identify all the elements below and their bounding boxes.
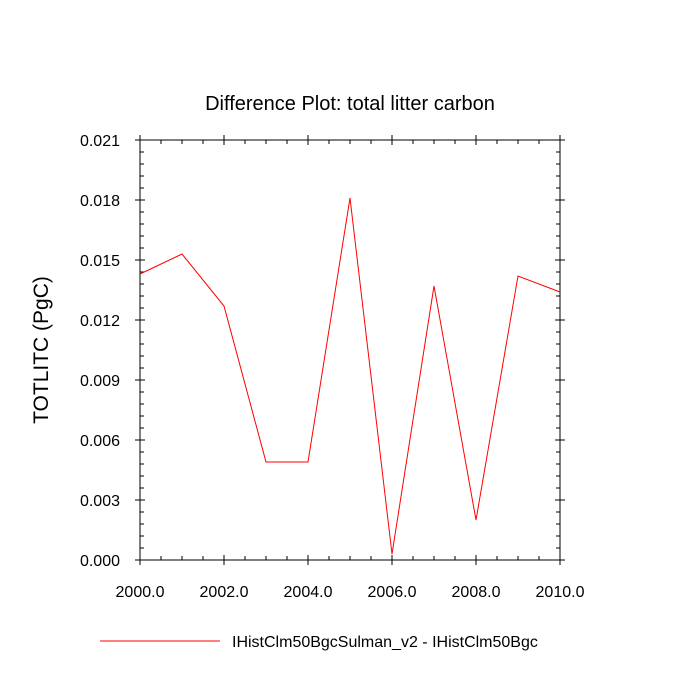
y-tick-label: 0.009	[80, 373, 120, 390]
y-axis-label: TOTLITC (PgC)	[30, 276, 53, 424]
x-tick-label: 2010.0	[536, 584, 585, 601]
series-layer	[139, 197, 561, 555]
x-tick-label: 2002.0	[200, 584, 249, 601]
y-tick-label: 0.015	[80, 253, 120, 270]
major-ticks	[135, 135, 565, 565]
y-tick-label: 0.006	[80, 433, 120, 450]
minor-ticks	[140, 140, 560, 560]
plot-frame	[139, 139, 561, 561]
x-tick-label: 2004.0	[284, 584, 333, 601]
y-tick-label: 0.018	[80, 193, 120, 210]
x-tick-label: 2008.0	[452, 584, 501, 601]
legend: IHistClm50BgcSulman_v2 - IHistClm50Bgc	[100, 634, 538, 651]
x-tick-label: 2006.0	[368, 584, 417, 601]
chart-title: Difference Plot: total litter carbon	[205, 93, 495, 115]
y-tick-label: 0.003	[80, 493, 120, 510]
series-line	[139, 197, 561, 555]
y-tick-label: 0.021	[80, 133, 120, 150]
x-tick-label: 2000.0	[116, 584, 165, 601]
y-tick-label: 0.000	[80, 553, 120, 570]
y-tick-labels: 0.000 0.003 0.006 0.009 0.012 0.015 0.018 0.021	[80, 133, 120, 570]
y-tick-label: 0.012	[80, 313, 120, 330]
x-tick-labels: 2000.0 2002.0 2004.0 2006.0 2008.0 2010.0	[116, 584, 585, 601]
legend-label: IHistClm50BgcSulman_v2 - IHistClm50Bgc	[232, 634, 538, 651]
